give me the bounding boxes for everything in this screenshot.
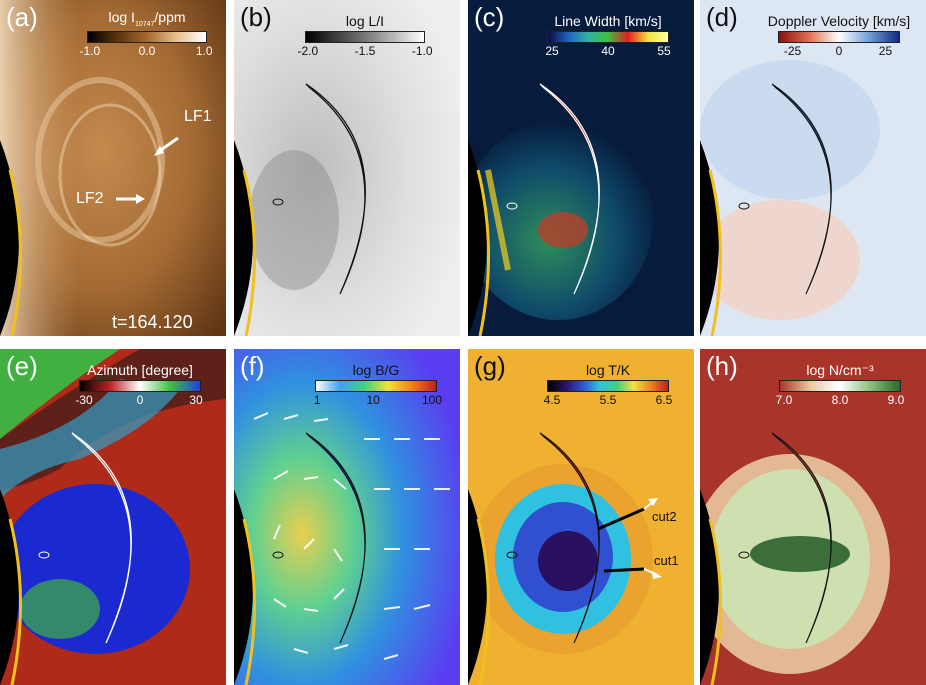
time-stamp: t=164.120 [112, 312, 193, 332]
panel-b-tick-0: -2.0 [297, 44, 319, 58]
panel-h-colorbar-title: log N/cm⁻³ [806, 362, 874, 378]
panel-e: (e) Azimuth [degree] -30 0 30 [0, 349, 226, 685]
annotation-lf1: LF1 [184, 108, 212, 125]
panel-d-tick-1: 0 [835, 44, 843, 58]
panel-f-tick-1: 10 [366, 393, 380, 407]
panel-d-colorbar: Doppler Velocity [km/s] -25 0 25 [756, 14, 922, 57]
panel-g-tick-1: 5.5 [599, 393, 617, 407]
panel-c-tick-1: 40 [601, 44, 615, 58]
panel-f-colorbar-strip [315, 380, 437, 392]
panel-g-tick-2: 6.5 [655, 393, 673, 407]
panel-c-colorbar-strip [547, 31, 669, 43]
panel-e-colorbar-strip [79, 380, 201, 392]
panel-g-label: (g) [474, 351, 506, 381]
panel-b-tick-2: -1.0 [411, 44, 433, 58]
panel-g-colorbar-strip [547, 380, 669, 392]
panel-b-colorbar: log L/I -2.0 -1.5 -1.0 [297, 13, 433, 58]
panel-h-tick-2: 9.0 [887, 393, 905, 407]
panel-c-image [468, 0, 694, 336]
panel-f-field-arrows [253, 412, 450, 660]
panel-e-tick-1: 0 [136, 393, 144, 407]
panel-f-tick-2: 100 [421, 393, 443, 407]
panel-a-tick-2: 1.0 [195, 43, 213, 58]
panel-a-tick-1: 0.0 [138, 43, 156, 58]
panel-c-label: (c) [474, 2, 505, 32]
panel-c-colorbar: Line Width [km/s] 25 40 55 [538, 14, 678, 57]
panel-g: (g) log T/K 4.5 5.5 6.5 cut2 cut1 [468, 349, 694, 685]
panel-c-tick-2: 55 [657, 44, 671, 58]
panel-e-tick-2: 30 [189, 393, 203, 407]
annotation-cut1: cut1 [654, 553, 679, 568]
panel-b-image [234, 0, 460, 336]
panel-f-colorbar-title: log B/G [352, 362, 400, 378]
panel-d-label: (d) [706, 2, 738, 32]
panel-f-label: (f) [240, 351, 265, 381]
panel-a-colorbar-strip [87, 30, 207, 43]
panel-d-tick-0: -25 [783, 44, 802, 58]
annotation-lf2: LF2 [76, 190, 104, 207]
panel-b-colorbar-title: log L/I [345, 13, 385, 29]
panel-d-tick-2: 25 [878, 44, 893, 58]
annotation-cut2: cut2 [652, 509, 677, 524]
panel-h-tick-0: 7.0 [775, 393, 793, 407]
panel-f-tick-0: 1 [313, 393, 321, 407]
panel-e-colorbar: Azimuth [degree] -30 0 30 [70, 363, 210, 406]
panel-c-colorbar-title: Line Width [km/s] [554, 13, 662, 29]
cut2-line [597, 507, 645, 531]
panel-d: (d) Doppler Velocity [km/s] -25 0 25 [700, 0, 926, 336]
panel-e-colorbar-title: Azimuth [degree] [87, 362, 193, 378]
panel-a-colorbar-title: log I10747/ppm [108, 9, 186, 28]
panel-a-label: (a) [6, 2, 38, 32]
panel-d-image [700, 0, 926, 336]
panel-e-tick-0: -30 [75, 393, 93, 407]
panel-f: (f) log B/G 1 10 100 [234, 349, 460, 685]
panel-f-colorbar: log B/G 1 10 100 [306, 363, 446, 406]
cut1-line [603, 567, 645, 573]
panel-g-image [468, 349, 694, 685]
panel-f-image [234, 349, 460, 685]
panel-e-label: (e) [6, 351, 38, 381]
panel-a-arrows [116, 136, 179, 204]
panel-a-image [0, 0, 226, 336]
panel-d-colorbar-title: Doppler Velocity [km/s] [767, 13, 911, 29]
panel-h: (h) log N/cm⁻³ 7.0 8.0 9.0 [700, 349, 926, 685]
panel-g-tick-0: 4.5 [543, 393, 561, 407]
panel-d-colorbar-strip [778, 31, 900, 43]
panel-g-colorbar: log T/K 4.5 5.5 6.5 [538, 363, 678, 406]
panel-b-label: (b) [240, 2, 272, 32]
panel-b: (b) log L/I -2.0 -1.5 -1.0 [234, 0, 460, 336]
panel-g-colorbar-title: log T/K [585, 362, 631, 378]
panel-h-colorbar: log N/cm⁻³ 7.0 8.0 9.0 [770, 363, 910, 406]
panel-b-tick-1: -1.5 [354, 44, 376, 58]
panel-h-image [700, 349, 926, 685]
panel-h-label: (h) [706, 351, 738, 381]
panel-h-tick-1: 8.0 [831, 393, 849, 407]
panel-h-colorbar-strip [779, 380, 901, 392]
panel-a: (a) log I10747/ppm -1.0 0.0 1.0 LF1 LF2 … [0, 0, 226, 336]
panel-a-tick-0: -1.0 [79, 43, 101, 58]
panel-c-tick-0: 25 [545, 44, 559, 58]
panel-b-colorbar-strip [305, 31, 425, 43]
panel-c: (c) Line Width [km/s] 25 40 55 [468, 0, 694, 336]
panel-a-colorbar: log I10747/ppm -1.0 0.0 1.0 [79, 9, 213, 58]
